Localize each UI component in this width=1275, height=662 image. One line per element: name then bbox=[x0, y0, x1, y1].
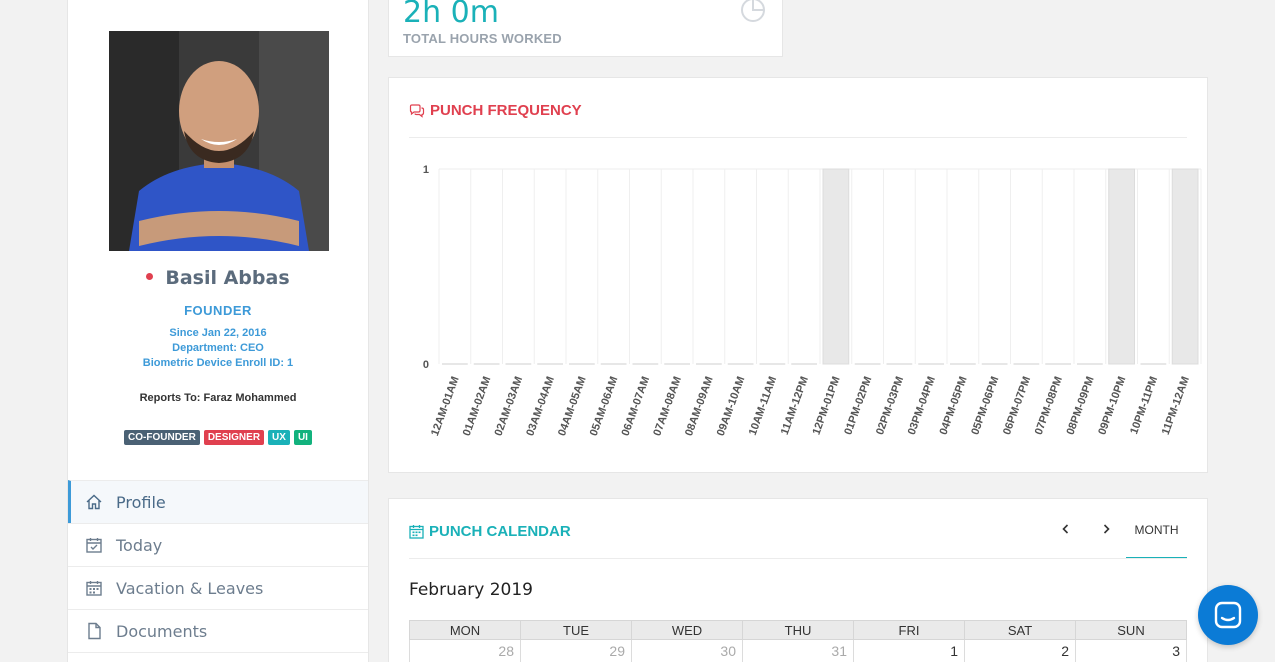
calendar-day[interactable]: 29 bbox=[521, 640, 632, 662]
x-tick-label: 08AM-09AM bbox=[683, 375, 716, 438]
chevron-right-icon bbox=[1103, 524, 1110, 534]
calendar-icon bbox=[409, 524, 424, 539]
x-tick-label: 05AM-06AM bbox=[588, 375, 621, 438]
punch-calendar-title-text: PUNCH CALENDAR bbox=[429, 523, 571, 540]
x-tick-label: 04AM-05AM bbox=[556, 375, 589, 438]
sidebar-item-profile[interactable]: Profile bbox=[68, 480, 368, 523]
punch-frequency-title: PUNCH FREQUENCY bbox=[409, 102, 582, 119]
y-tick-label: 0 bbox=[423, 359, 429, 371]
calendar-weekday-header: MON TUE WED THU FRI SAT SUN bbox=[409, 620, 1187, 640]
since-date: Since Jan 22, 2016 bbox=[169, 327, 267, 339]
home-icon bbox=[85, 493, 103, 511]
x-tick-label: 02PM-03PM bbox=[874, 375, 906, 437]
bar bbox=[822, 168, 850, 365]
online-status-dot bbox=[146, 273, 154, 280]
x-tick-label: 07PM-08PM bbox=[1033, 375, 1065, 437]
x-tick-label: 09PM-10PM bbox=[1096, 375, 1128, 437]
total-hours-value: 2h 0m bbox=[403, 0, 499, 30]
title-divider bbox=[409, 137, 1187, 138]
sidebar-item-label: Vacation & Leaves bbox=[116, 578, 264, 598]
calendar-day[interactable]: 30 bbox=[632, 640, 743, 662]
weekday-sun: SUN bbox=[1076, 620, 1187, 640]
sidebar-item-more[interactable] bbox=[68, 652, 368, 662]
punch-frequency-title-text: PUNCH FREQUENCY bbox=[430, 102, 582, 119]
user-name: Basil Abbas bbox=[68, 267, 368, 289]
calendar-grid: MON TUE WED THU FRI SAT SUN 28 29 30 31 … bbox=[409, 620, 1187, 662]
tag-co-founder: CO-FOUNDER bbox=[124, 430, 200, 445]
x-tick-label: 01PM-02PM bbox=[842, 375, 874, 437]
calendar-next-button[interactable] bbox=[1100, 522, 1112, 540]
skill-tags: CO-FOUNDER DESIGNER UX UI bbox=[68, 430, 368, 445]
total-hours-label: TOTAL HOURS WORKED bbox=[403, 31, 562, 46]
sidebar-item-vacation-leaves[interactable]: Vacation & Leaves bbox=[68, 566, 368, 609]
reports-to: Reports To: Faraz Mohammed bbox=[139, 392, 297, 404]
x-tick-label: 05PM-06PM bbox=[969, 375, 1001, 437]
sidebar-item-label: Today bbox=[116, 535, 163, 555]
calendar-prev-button[interactable] bbox=[1060, 522, 1072, 540]
sidebar-item-label: Documents bbox=[116, 621, 208, 641]
biometric-id: Biometric Device Enroll ID: 1 bbox=[142, 357, 294, 369]
x-tick-label: 07AM-08AM bbox=[651, 375, 684, 438]
weekday-fri: FRI bbox=[854, 620, 965, 640]
calendar-day[interactable]: 2 bbox=[965, 640, 1076, 662]
weekday-tue: TUE bbox=[521, 620, 632, 640]
chat-icon bbox=[1214, 601, 1242, 629]
user-name-text: Basil Abbas bbox=[165, 267, 290, 289]
punch-frequency-card: PUNCH FREQUENCY 0 1 12AM-01AM 01AM-02AM 02AM… bbox=[388, 77, 1208, 473]
x-tick-label: 01AM-02AM bbox=[461, 375, 494, 438]
profile-sidebar: Basil Abbas FOUNDER Since Jan 22, 2016 D… bbox=[67, 0, 369, 662]
sidebar-item-label: Profile bbox=[116, 492, 166, 512]
x-tick-label: 04PM-05PM bbox=[938, 375, 970, 437]
pie-chart-icon bbox=[738, 0, 768, 30]
weekday-sat: SAT bbox=[965, 620, 1076, 640]
calendar-day[interactable]: 28 bbox=[409, 640, 521, 662]
calendar-day[interactable]: 31 bbox=[743, 640, 854, 662]
weekday-mon: MON bbox=[409, 620, 521, 640]
user-role: FOUNDER bbox=[184, 303, 252, 318]
x-tick-label: 11AM-12PM bbox=[779, 375, 811, 437]
punch-calendar-card: PUNCH CALENDAR MONTH February 2019 MON T… bbox=[388, 498, 1208, 662]
x-tick-label: 10AM-11AM bbox=[747, 375, 779, 437]
punch-calendar-title: PUNCH CALENDAR bbox=[409, 523, 571, 540]
sidebar-item-documents[interactable]: Documents bbox=[68, 609, 368, 652]
x-tick-label: 12PM-01PM bbox=[811, 375, 843, 437]
tag-designer: DESIGNER bbox=[203, 430, 265, 445]
chevron-left-icon bbox=[1062, 524, 1069, 534]
x-tick-label: 06PM-07PM bbox=[1001, 375, 1033, 437]
document-icon bbox=[85, 622, 103, 640]
x-tick-label: 10PM-11PM bbox=[1128, 375, 1160, 436]
tag-ui: UI bbox=[293, 430, 312, 445]
month-view-button[interactable]: MONTH bbox=[1126, 516, 1187, 559]
x-tick-label: 09AM-10AM bbox=[715, 375, 748, 438]
calendar-week-row: 28 29 30 31 1 2 3 bbox=[409, 640, 1187, 662]
x-tick-label: 06AM-07AM bbox=[620, 375, 653, 438]
bar bbox=[1171, 168, 1199, 365]
comments-icon bbox=[409, 103, 425, 118]
profile-photo bbox=[109, 31, 329, 251]
total-hours-card: 2h 0m TOTAL HOURS WORKED bbox=[388, 0, 783, 57]
chat-launcher-button[interactable] bbox=[1198, 585, 1258, 645]
x-tick-label: 08PM-09PM bbox=[1065, 375, 1097, 437]
sidebar-nav: Profile Today Vacation & Leaves Document… bbox=[68, 480, 368, 662]
y-tick-label: 1 bbox=[423, 164, 429, 176]
x-tick-label: 11PM-12AM bbox=[1160, 375, 1192, 437]
title-divider bbox=[409, 558, 1187, 559]
x-tick-label: 03AM-04AM bbox=[524, 375, 557, 438]
calendar-check-icon bbox=[85, 536, 103, 554]
sidebar-item-today[interactable]: Today bbox=[68, 523, 368, 566]
x-tick-label: 03PM-04PM bbox=[906, 375, 938, 437]
calendar-month-title: February 2019 bbox=[409, 580, 533, 600]
weekday-wed: WED bbox=[632, 620, 743, 640]
bar bbox=[1108, 168, 1135, 365]
calendar-day[interactable]: 3 bbox=[1076, 640, 1187, 662]
tag-ux: UX bbox=[268, 430, 290, 445]
calendar-icon bbox=[85, 579, 103, 597]
weekday-thu: THU bbox=[743, 620, 854, 640]
x-tick-label: 12AM-01AM bbox=[429, 375, 462, 438]
calendar-day[interactable]: 1 bbox=[854, 640, 965, 662]
department: Department: CEO bbox=[172, 342, 264, 354]
x-tick-label: 02AM-03AM bbox=[493, 375, 526, 438]
